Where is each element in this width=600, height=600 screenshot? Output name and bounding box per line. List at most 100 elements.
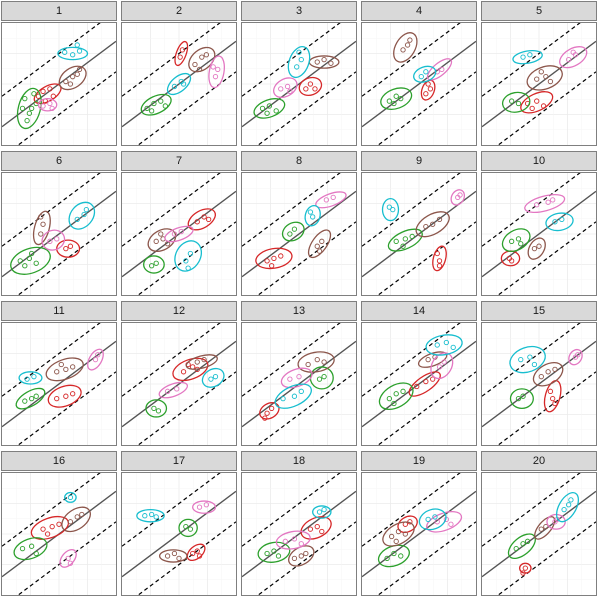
cluster-ellipse bbox=[164, 225, 194, 243]
dashed-reference-line bbox=[257, 371, 356, 445]
data-point bbox=[40, 526, 46, 532]
cluster-ellipse bbox=[426, 58, 453, 81]
data-point bbox=[76, 48, 83, 54]
panel-title: 12 bbox=[121, 301, 237, 321]
cluster-ellipse bbox=[143, 255, 165, 274]
dashed-reference-line bbox=[377, 521, 476, 595]
data-point bbox=[518, 356, 524, 363]
dashed-reference-line bbox=[362, 473, 461, 547]
plot-area bbox=[481, 22, 597, 146]
data-point bbox=[434, 250, 440, 257]
data-point bbox=[81, 211, 87, 218]
panel-svg bbox=[482, 323, 596, 445]
data-point bbox=[212, 374, 219, 380]
data-point bbox=[215, 66, 221, 73]
data-point bbox=[187, 526, 194, 532]
data-point bbox=[319, 238, 325, 244]
data-point bbox=[287, 88, 293, 94]
data-point bbox=[305, 361, 311, 368]
data-point bbox=[321, 374, 327, 380]
data-point bbox=[291, 555, 298, 562]
data-point bbox=[545, 199, 551, 205]
data-point bbox=[291, 393, 298, 399]
cluster-ellipse bbox=[526, 65, 563, 91]
dashed-reference-line bbox=[137, 371, 236, 445]
dashed-reference-line bbox=[377, 371, 476, 445]
data-point bbox=[264, 258, 270, 264]
chart-panel: 7 bbox=[121, 151, 237, 296]
data-point bbox=[171, 83, 178, 90]
cluster-ellipse bbox=[187, 208, 216, 231]
data-point bbox=[28, 543, 35, 549]
data-point bbox=[158, 231, 164, 237]
data-point bbox=[67, 494, 74, 501]
dashed-reference-line bbox=[497, 371, 596, 445]
data-point bbox=[62, 49, 68, 55]
data-point bbox=[296, 374, 302, 380]
data-point bbox=[205, 216, 212, 223]
data-point bbox=[436, 364, 443, 370]
data-point bbox=[178, 228, 184, 235]
data-point bbox=[38, 214, 44, 220]
data-point bbox=[153, 260, 159, 266]
data-point bbox=[22, 263, 28, 269]
plot-area bbox=[121, 472, 237, 596]
data-point bbox=[271, 548, 277, 554]
data-point bbox=[17, 258, 23, 264]
plot-area bbox=[361, 322, 477, 446]
cluster-ellipse bbox=[158, 549, 188, 563]
data-point bbox=[49, 105, 55, 112]
cluster-ellipse bbox=[68, 201, 96, 230]
data-point bbox=[164, 553, 171, 559]
data-point bbox=[310, 214, 316, 220]
data-point bbox=[547, 78, 554, 85]
panel-svg bbox=[2, 323, 116, 445]
data-point bbox=[457, 192, 463, 198]
solid-reference-line bbox=[482, 40, 596, 128]
data-point bbox=[33, 393, 39, 399]
data-point bbox=[49, 524, 55, 530]
cluster-ellipse bbox=[418, 508, 447, 531]
data-point bbox=[388, 533, 395, 540]
data-point bbox=[303, 86, 309, 92]
panel-svg bbox=[362, 23, 476, 145]
cluster-ellipse bbox=[381, 197, 400, 222]
data-point bbox=[508, 98, 515, 104]
panel-svg bbox=[122, 23, 236, 145]
data-point bbox=[155, 408, 162, 414]
data-point bbox=[550, 395, 556, 402]
dashed-reference-line bbox=[122, 473, 221, 547]
data-point bbox=[199, 54, 205, 60]
data-point bbox=[432, 514, 438, 520]
plot-area bbox=[241, 172, 357, 296]
chart-panel: 14 bbox=[361, 301, 477, 446]
cluster-ellipse bbox=[140, 93, 172, 116]
data-point bbox=[430, 221, 436, 227]
data-point bbox=[28, 395, 35, 402]
chart-panel: 19 bbox=[361, 451, 477, 596]
data-point bbox=[208, 376, 214, 382]
data-point bbox=[280, 395, 286, 402]
data-point bbox=[391, 100, 397, 107]
cluster-ellipse bbox=[192, 500, 217, 514]
cluster-ellipse bbox=[415, 211, 450, 238]
data-point bbox=[278, 86, 284, 92]
data-point bbox=[534, 76, 540, 82]
chart-panel: 1 bbox=[1, 1, 117, 146]
data-point bbox=[259, 105, 266, 112]
cluster-ellipse bbox=[255, 247, 293, 270]
data-point bbox=[158, 98, 164, 104]
data-point bbox=[294, 64, 300, 70]
data-point bbox=[314, 59, 320, 65]
data-point bbox=[47, 238, 53, 244]
dashed-reference-line bbox=[242, 23, 341, 97]
data-point bbox=[393, 538, 399, 544]
plot-area bbox=[361, 22, 477, 146]
data-point bbox=[40, 221, 46, 227]
data-point bbox=[425, 81, 431, 87]
chart-panel: 10 bbox=[481, 151, 597, 296]
cluster-ellipse bbox=[425, 334, 463, 356]
data-point bbox=[28, 105, 35, 112]
data-point bbox=[22, 398, 28, 404]
